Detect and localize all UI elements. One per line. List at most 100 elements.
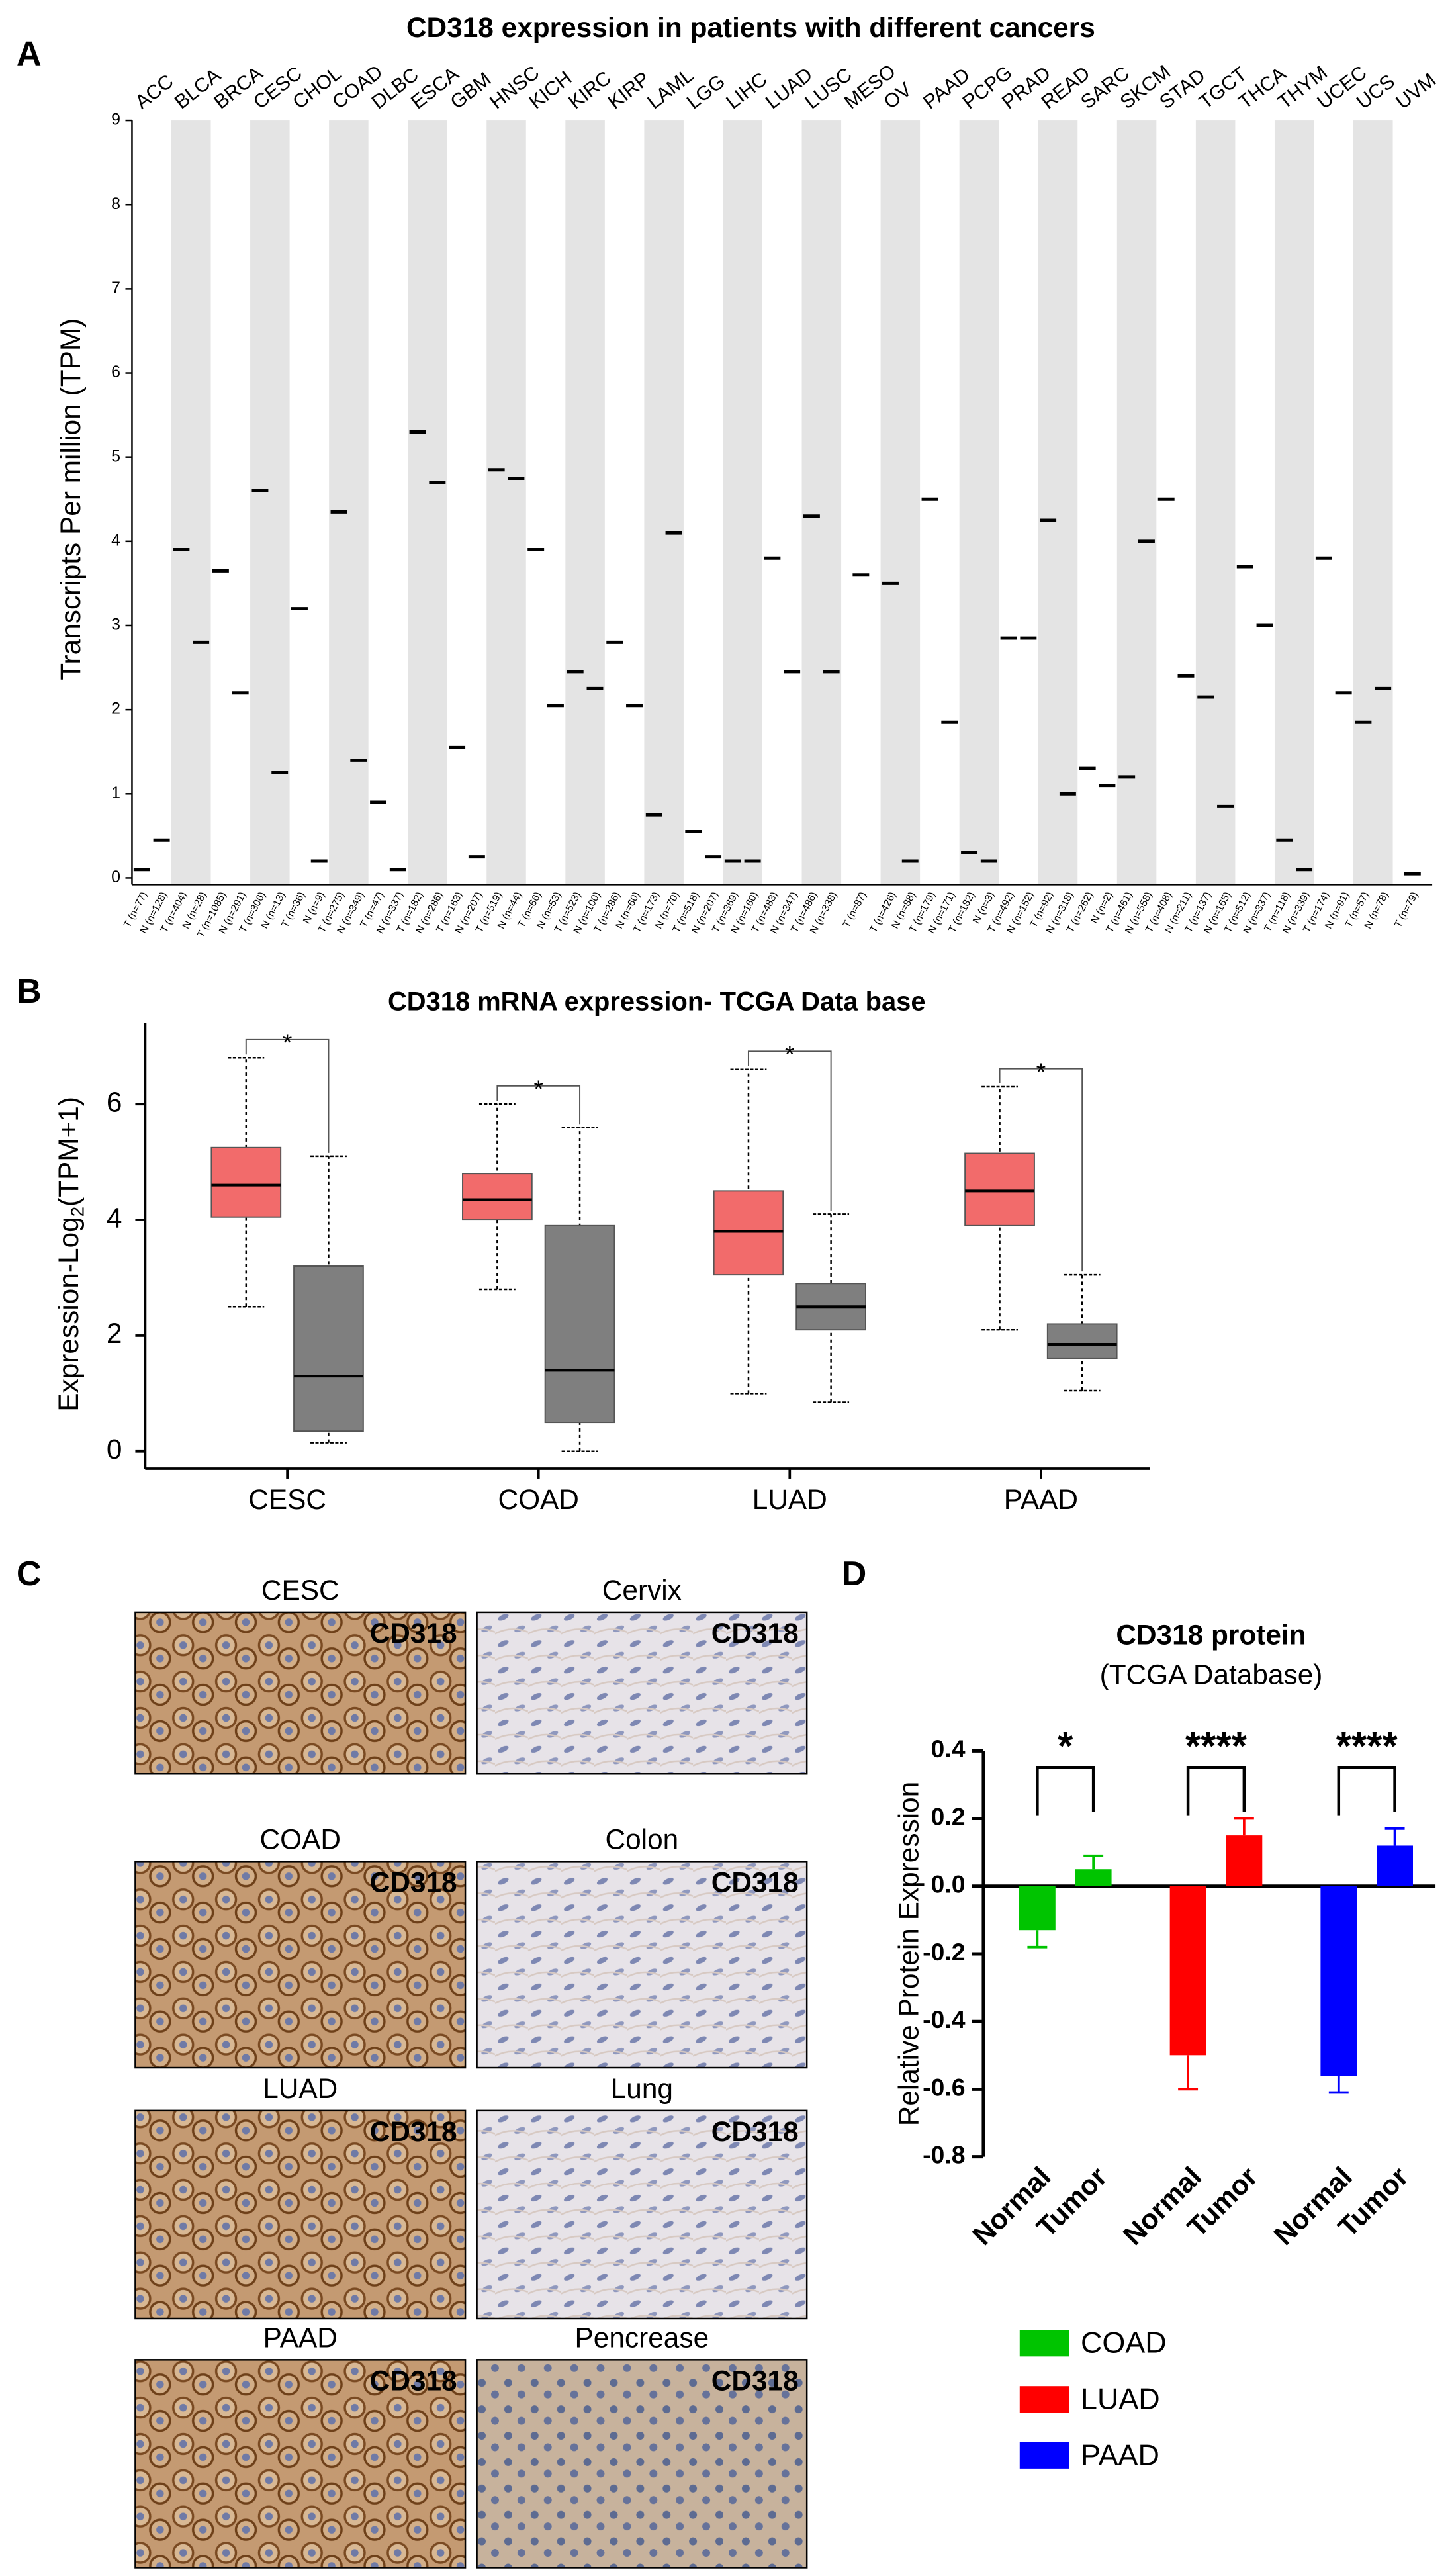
y-tick-label: -0.8: [923, 2141, 965, 2169]
y-axis-label: Expression-Log2(TPM+1): [53, 1097, 88, 1412]
image-title: Lung: [611, 2073, 673, 2104]
y-tick-label: 6: [107, 1086, 122, 1117]
tissue-image: [476, 2109, 808, 2320]
column-shade: [1274, 120, 1314, 885]
y-tick-label: -0.6: [923, 2073, 965, 2101]
box: [293, 1265, 364, 1432]
legend-swatch: [1019, 2330, 1069, 2357]
column-shade: [801, 120, 842, 885]
chart-subtitle: (TCGA Database): [1100, 1659, 1323, 1690]
legend-swatch: [1019, 2386, 1069, 2413]
image-title: Colon: [605, 1824, 678, 1855]
panel-label: D: [842, 1555, 867, 1593]
tissue-image: [134, 1611, 467, 1775]
y-tick-label: 0: [111, 868, 120, 886]
y-tick-label: 1: [111, 784, 120, 802]
y-tick-label: 0: [107, 1434, 122, 1465]
y-tick-label: 2: [111, 700, 120, 718]
group-label: T (n=79): [1392, 890, 1420, 930]
cancer-label: ACC: [131, 70, 177, 113]
x-tick-label: CESC: [248, 1484, 326, 1515]
column-shade: [1116, 120, 1157, 885]
image-title: Pencrease: [575, 2323, 709, 2354]
bar: [1320, 1886, 1357, 2076]
legend-label: LUAD: [1081, 2382, 1160, 2416]
column-shade: [565, 120, 605, 885]
box: [210, 1146, 282, 1218]
y-tick-label: 7: [111, 279, 120, 297]
y-axis-label-part: (TPM+1): [53, 1097, 84, 1207]
y-tick-label: 0.4: [931, 1735, 966, 1763]
tissue-image: [476, 1611, 808, 1775]
significance-label: *: [1058, 1724, 1073, 1769]
cancer-label: UVM: [1392, 69, 1440, 113]
y-tick-label: -0.2: [923, 1938, 965, 1966]
cancer-label: LIHC: [722, 68, 771, 113]
box: [462, 1173, 533, 1221]
significance-bracket: [496, 1085, 581, 1125]
image-marker: CD318: [711, 1618, 799, 1649]
y-tick-label: 0.2: [931, 1802, 966, 1830]
y-tick-label: 4: [111, 531, 120, 549]
legend-swatch: [1019, 2442, 1069, 2469]
image-title: COAD: [260, 1824, 341, 1855]
significance-label: *: [785, 1040, 795, 1068]
bar: [1377, 1845, 1413, 1886]
panel-label: B: [17, 972, 42, 1011]
significance-bracket: [1186, 1766, 1246, 1816]
significance-bracket: [999, 1068, 1083, 1272]
legend-label: PAAD: [1081, 2438, 1159, 2471]
image-title: PAAD: [263, 2323, 338, 2354]
box: [713, 1190, 784, 1276]
group-label: T (n=87): [840, 890, 868, 930]
column-shade: [329, 120, 369, 885]
y-axis-label-part: Expression-Log: [53, 1217, 84, 1411]
column-shade: [408, 120, 447, 885]
cancer-label: LAML: [643, 64, 698, 113]
tissue-image: [476, 1861, 808, 2069]
y-axis-label-sub: 2: [68, 1207, 88, 1217]
significance-bracket: [245, 1038, 330, 1153]
chart-title: CD318 mRNA expression- TCGA Data base: [388, 987, 926, 1016]
image-marker: CD318: [711, 2116, 799, 2147]
column-shade: [486, 120, 526, 885]
tissue-image: [476, 2359, 808, 2569]
significance-label: ****: [1336, 1724, 1398, 1769]
y-tick-label: -0.4: [923, 2005, 966, 2033]
chart-title: CD318 expression in patients with differ…: [406, 12, 1095, 43]
bar: [1226, 1835, 1263, 1886]
tissue-image: [134, 2359, 467, 2569]
y-axis-label: Relative Protein Expression: [893, 1782, 924, 2127]
column-shade: [171, 120, 211, 885]
tissue-image: [134, 2109, 467, 2320]
image-title: CESC: [261, 1575, 340, 1606]
significance-bracket: [1036, 1766, 1095, 1816]
box: [964, 1152, 1035, 1226]
x-tick-label: PAAD: [1004, 1484, 1078, 1515]
image-title: LUAD: [263, 2073, 338, 2104]
significance-label: *: [533, 1075, 543, 1103]
x-tick-label: COAD: [498, 1484, 578, 1515]
bar: [1019, 1886, 1056, 1931]
panel-label: A: [17, 35, 42, 73]
image-marker: CD318: [370, 1866, 457, 1898]
significance-bracket: [747, 1050, 832, 1211]
significance-bracket: [1337, 1766, 1396, 1816]
cancer-label: KIRC: [565, 67, 615, 113]
x-tick-label: LUAD: [752, 1484, 827, 1515]
image-marker: CD318: [370, 2365, 457, 2396]
y-tick-label: 2: [107, 1318, 122, 1349]
image-marker: CD318: [370, 2116, 457, 2147]
cancer-label: KIRP: [604, 68, 654, 113]
chart-title: CD318 protein: [1116, 1619, 1306, 1650]
column-shade: [1353, 120, 1393, 885]
box: [544, 1224, 615, 1424]
x-tick-label: Normal: [1117, 2161, 1207, 2251]
legend-label: COAD: [1081, 2326, 1167, 2360]
tissue-image: [134, 1861, 467, 2069]
image-title: Cervix: [602, 1575, 682, 1606]
y-tick-label: 8: [111, 195, 120, 213]
column-shade: [880, 120, 921, 885]
